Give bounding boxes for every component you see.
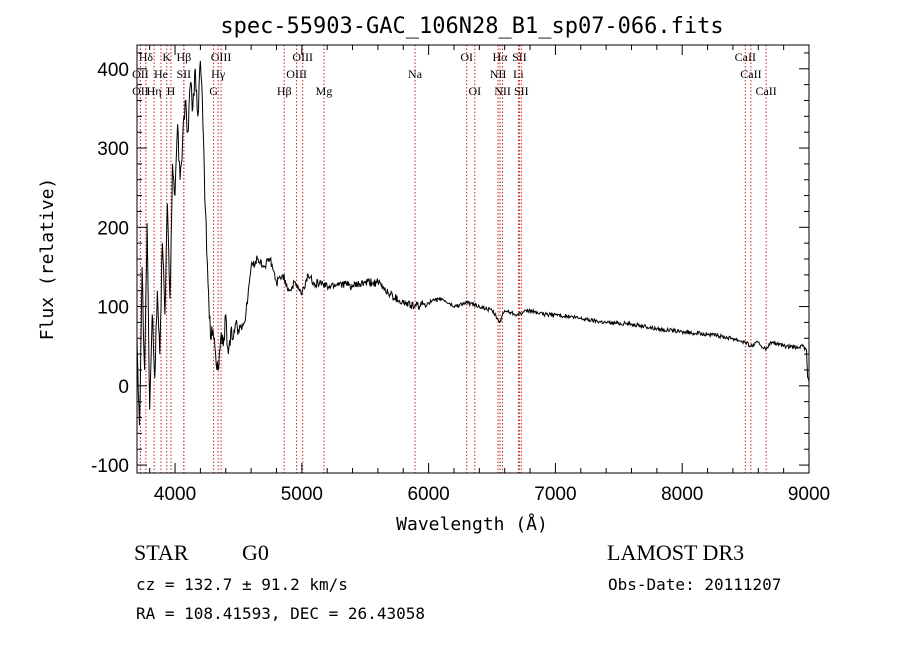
y-axis-ticks: -100 0 100 200 300 400 <box>91 52 809 477</box>
object-class: STAR <box>134 540 189 565</box>
x-axis-ticks: 4000 5000 6000 7000 8000 9000 <box>149 45 830 505</box>
line-label-8: CaII <box>735 50 756 64</box>
line-label-27: CaII <box>755 84 776 98</box>
line-label-13: OIII <box>286 67 307 81</box>
plot-frame <box>136 44 810 474</box>
observation-date: Obs-Date: 20111207 <box>608 575 782 594</box>
chart-title: spec-55903-GAC_106N28_B1_sp07-066.fits <box>220 14 723 39</box>
line-label-17: CaII <box>740 67 761 81</box>
line-label-11: SII <box>176 67 191 81</box>
survey-name: LAMOST DR3 <box>607 540 745 565</box>
y-axis-label: Flux (relative) <box>37 178 58 341</box>
y-tick-label: -100 <box>91 456 129 477</box>
x-tick-label: 8000 <box>661 484 703 505</box>
line-label-1: K <box>162 50 171 64</box>
spectrum-series <box>136 60 810 426</box>
spectral-subclass: G0 <box>242 540 269 565</box>
line-label-0: Hδ <box>139 50 154 64</box>
line-label-18: OII <box>132 84 149 98</box>
line-label-15: NII <box>490 67 507 81</box>
x-tick-label: 6000 <box>407 484 449 505</box>
line-label-22: Hβ <box>277 84 292 98</box>
y-tick-label: 100 <box>97 298 129 319</box>
line-label-20: H <box>167 84 176 98</box>
line-label-5: OI <box>460 50 473 64</box>
line-label-23: Mg <box>316 84 333 98</box>
line-label-10: He <box>154 67 168 81</box>
line-label-3: OIII <box>211 50 232 64</box>
redshift-value: cz = 132.7 ± 91.2 km/s <box>136 575 348 594</box>
line-label-7: SII <box>512 50 527 64</box>
line-label-26: SII <box>514 84 529 98</box>
x-tick-label: 5000 <box>281 484 323 505</box>
line-label-14: Na <box>408 67 423 81</box>
x-tick-label: 4000 <box>154 484 196 505</box>
y-tick-label: 400 <box>97 60 129 81</box>
line-label-19: Hη <box>147 84 162 98</box>
y-tick-label: 200 <box>97 218 129 239</box>
line-label-6: Hα <box>493 50 509 64</box>
coordinates: RA = 108.41593, DEC = 26.43058 <box>136 604 425 623</box>
line-label-21: G <box>209 84 218 98</box>
line-label-4: OIII <box>292 50 313 64</box>
x-axis-label: Wavelength (Å) <box>396 513 548 535</box>
y-tick-label: 300 <box>97 139 129 160</box>
x-tick-label: 7000 <box>534 484 576 505</box>
spectrum-line-0 <box>136 60 810 426</box>
line-label-12: Hγ <box>211 67 226 81</box>
x-tick-label: 9000 <box>788 484 830 505</box>
line-label-16: Li <box>513 67 524 81</box>
line-label-24: OI <box>468 84 481 98</box>
line-label-25: NII <box>494 84 511 98</box>
y-tick-label: 0 <box>118 377 129 398</box>
